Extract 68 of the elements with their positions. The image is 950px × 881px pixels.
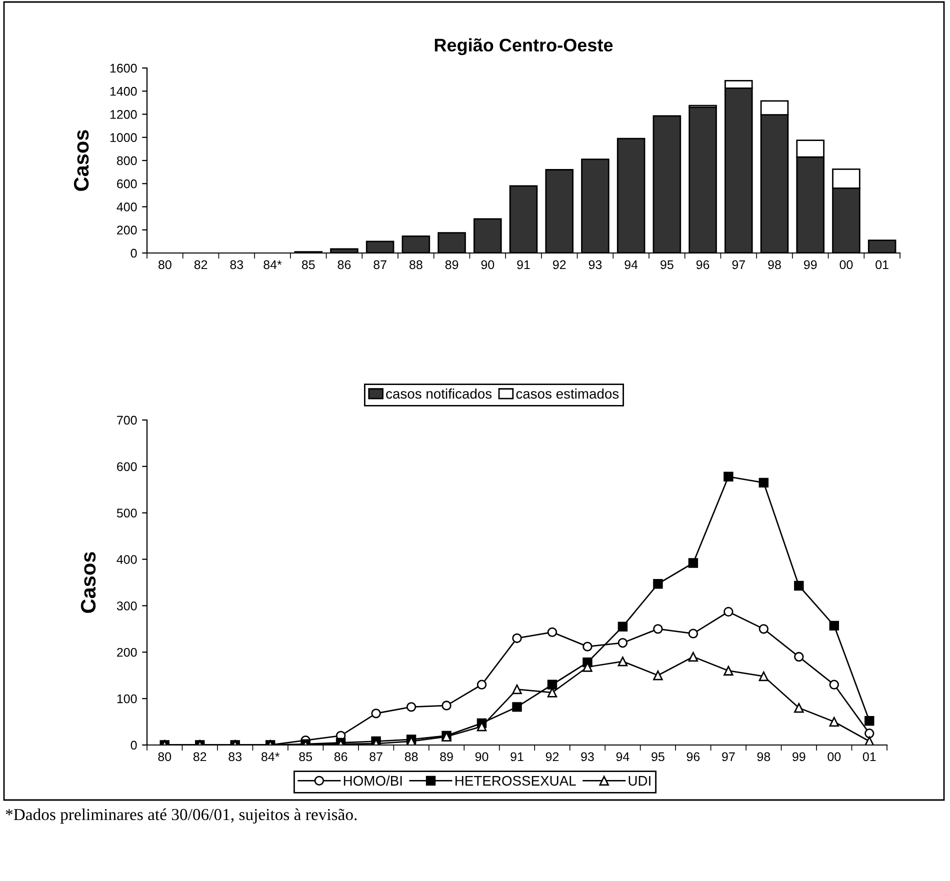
x-tick-label: 96 bbox=[696, 260, 710, 270]
y-tick-label: 400 bbox=[116, 202, 137, 212]
y-tick-label: 200 bbox=[117, 226, 137, 235]
y-tick-label: 1400 bbox=[110, 86, 137, 96]
x-tick-label: 01 bbox=[862, 752, 876, 762]
y-tick-label: 200 bbox=[117, 648, 137, 657]
y-tick-label: 700 bbox=[117, 416, 137, 425]
x-tick-label: 92 bbox=[546, 752, 559, 762]
legend-label: HOMO/BI bbox=[344, 776, 402, 786]
x-tick-label: 82 bbox=[193, 752, 206, 762]
x-tick-label: 91 bbox=[510, 752, 524, 762]
x-tick-label: 87 bbox=[370, 752, 382, 762]
x-tick-label: 84* bbox=[264, 260, 282, 270]
x-tick-label: 97 bbox=[722, 752, 735, 762]
x-tick-label: 85 bbox=[302, 260, 315, 270]
legend-label: casos notificados bbox=[386, 388, 492, 399]
legend-label: casos estimados bbox=[516, 388, 619, 399]
x-tick-label: 82 bbox=[194, 260, 208, 270]
x-tick-label: 98 bbox=[757, 752, 770, 762]
y-tick-label: 400 bbox=[116, 555, 137, 564]
x-tick-label: 99 bbox=[792, 752, 806, 762]
x-tick-label: 90 bbox=[481, 260, 494, 270]
x-tick-label: 87 bbox=[374, 260, 386, 270]
x-tick-label: 95 bbox=[660, 260, 674, 270]
x-tick-label: 84* bbox=[261, 752, 280, 762]
x-tick-label: 80 bbox=[158, 260, 172, 270]
x-tick-label: 95 bbox=[652, 752, 664, 762]
text: *Dados preliminares até 30/06/01, sujeitos à revisão. bbox=[6, 808, 357, 824]
x-tick-label: 93 bbox=[588, 260, 602, 270]
x-tick-label: 89 bbox=[445, 260, 458, 270]
x-tick-label: 80 bbox=[158, 752, 172, 762]
y-tick-label: 0 bbox=[130, 248, 137, 258]
y-tick-label: 300 bbox=[116, 602, 137, 610]
x-tick-label: 93 bbox=[581, 752, 594, 762]
x-tick-label: 89 bbox=[440, 752, 453, 762]
y-tick-label: 1200 bbox=[110, 110, 137, 119]
y-tick-label: 100 bbox=[117, 694, 137, 704]
legend-label: HETEROSSEXUAL bbox=[456, 776, 576, 786]
x-tick-label: 00 bbox=[840, 260, 853, 270]
y-axis-title: Casos bbox=[74, 130, 89, 191]
y-axis-title: Casos bbox=[80, 552, 96, 613]
y-tick-label: 1000 bbox=[110, 133, 137, 142]
x-tick-label: 92 bbox=[552, 260, 566, 270]
y-tick-label: 500 bbox=[116, 508, 137, 518]
x-tick-label: 88 bbox=[410, 260, 422, 270]
x-tick-label: 99 bbox=[804, 260, 817, 270]
x-tick-label: 96 bbox=[686, 752, 700, 762]
x-tick-label: 98 bbox=[768, 260, 781, 270]
x-tick-label: 00 bbox=[828, 752, 841, 762]
x-tick-label: 97 bbox=[732, 260, 745, 270]
x-tick-label: 85 bbox=[299, 752, 312, 762]
x-tick-label: 94 bbox=[624, 260, 638, 270]
y-tick-label: 600 bbox=[117, 462, 137, 472]
chart-title: Região Centro-Oeste bbox=[434, 38, 613, 56]
y-tick-label: 600 bbox=[117, 179, 137, 188]
y-tick-label: 800 bbox=[116, 156, 137, 166]
x-tick-label: 86 bbox=[338, 260, 351, 270]
x-tick-label: 94 bbox=[616, 752, 630, 762]
x-tick-label: 83 bbox=[228, 752, 242, 762]
x-tick-label: 90 bbox=[475, 752, 488, 762]
x-tick-label: 91 bbox=[517, 260, 530, 270]
x-tick-label: 83 bbox=[230, 260, 244, 270]
legend-label: UDI bbox=[628, 776, 650, 786]
y-tick-label: 0 bbox=[130, 740, 137, 750]
y-tick-label: 1600 bbox=[110, 64, 137, 73]
x-tick-label: 86 bbox=[334, 752, 348, 762]
x-tick-label: 01 bbox=[876, 260, 888, 270]
x-tick-label: 88 bbox=[404, 752, 418, 762]
